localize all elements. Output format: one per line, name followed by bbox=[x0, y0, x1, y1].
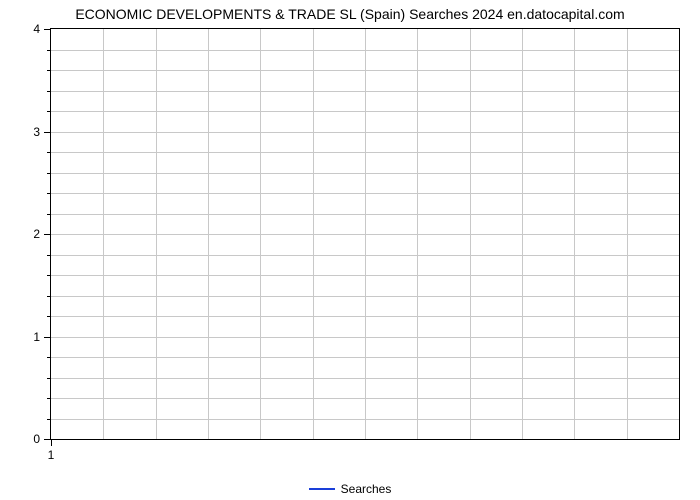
x-axis-tick bbox=[51, 440, 52, 446]
y-axis-minor-tick bbox=[47, 316, 50, 317]
y-axis-minor-tick bbox=[47, 296, 50, 297]
y-axis-minor-tick bbox=[47, 91, 50, 92]
chart-container: ECONOMIC DEVELOPMENTS & TRADE SL (Spain)… bbox=[0, 0, 700, 500]
y-axis-label: 1 bbox=[10, 330, 40, 344]
legend: Searches bbox=[0, 482, 700, 496]
plot-area bbox=[50, 28, 680, 440]
y-axis-minor-tick bbox=[47, 50, 50, 51]
y-axis-minor-tick bbox=[47, 357, 50, 358]
gridline-horizontal-minor bbox=[51, 316, 679, 317]
gridline-horizontal-minor bbox=[51, 193, 679, 194]
gridline-horizontal bbox=[51, 234, 679, 235]
y-axis-tick bbox=[44, 29, 50, 30]
gridline-horizontal-minor bbox=[51, 357, 679, 358]
y-axis-minor-tick bbox=[47, 378, 50, 379]
gridline-horizontal-minor bbox=[51, 378, 679, 379]
x-axis-label: 1 bbox=[48, 448, 55, 462]
y-axis-minor-tick bbox=[47, 70, 50, 71]
y-axis-minor-tick bbox=[47, 419, 50, 420]
y-axis-minor-tick bbox=[47, 111, 50, 112]
gridline-horizontal-minor bbox=[51, 70, 679, 71]
gridline-horizontal-minor bbox=[51, 296, 679, 297]
y-axis-label: 0 bbox=[10, 432, 40, 446]
gridline-horizontal-minor bbox=[51, 111, 679, 112]
y-axis-minor-tick bbox=[47, 398, 50, 399]
gridline-horizontal-minor bbox=[51, 152, 679, 153]
gridline-horizontal bbox=[51, 337, 679, 338]
gridline-horizontal-minor bbox=[51, 91, 679, 92]
chart-title: ECONOMIC DEVELOPMENTS & TRADE SL (Spain)… bbox=[0, 6, 700, 22]
y-axis-tick bbox=[44, 439, 50, 440]
y-axis-minor-tick bbox=[47, 193, 50, 194]
gridline-horizontal-minor bbox=[51, 275, 679, 276]
y-axis-tick bbox=[44, 132, 50, 133]
y-axis-label: 2 bbox=[10, 227, 40, 241]
y-axis-minor-tick bbox=[47, 173, 50, 174]
gridline-horizontal-minor bbox=[51, 214, 679, 215]
y-axis-tick bbox=[44, 337, 50, 338]
y-axis-label: 3 bbox=[10, 125, 40, 139]
y-axis-minor-tick bbox=[47, 152, 50, 153]
y-axis-minor-tick bbox=[47, 255, 50, 256]
gridline-horizontal bbox=[51, 132, 679, 133]
gridline-horizontal-minor bbox=[51, 173, 679, 174]
gridline-horizontal-minor bbox=[51, 255, 679, 256]
gridline-horizontal-minor bbox=[51, 398, 679, 399]
y-axis-tick bbox=[44, 234, 50, 235]
gridline-horizontal-minor bbox=[51, 50, 679, 51]
gridline-horizontal-minor bbox=[51, 419, 679, 420]
legend-label: Searches bbox=[341, 482, 392, 496]
y-axis-label: 4 bbox=[10, 22, 40, 36]
y-axis-minor-tick bbox=[47, 214, 50, 215]
y-axis-minor-tick bbox=[47, 275, 50, 276]
legend-line bbox=[309, 488, 335, 490]
